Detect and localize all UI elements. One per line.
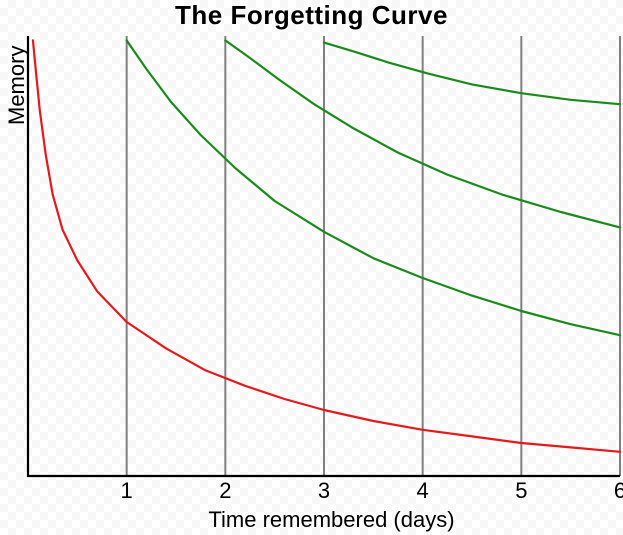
curve-review-1 <box>127 40 620 335</box>
x-tick-label: 5 <box>515 478 527 504</box>
curve-initial-forgetting <box>33 40 620 451</box>
curve-review-3 <box>324 43 620 105</box>
forgetting-curve-plot <box>0 0 623 535</box>
x-tick-label: 1 <box>121 478 133 504</box>
x-tick-label: 2 <box>219 478 231 504</box>
x-tick-label: 6 <box>614 478 623 504</box>
x-tick-label: 3 <box>318 478 330 504</box>
x-tick-label: 4 <box>417 478 429 504</box>
chart-stage: The Forgetting Curve Memory Time remembe… <box>0 0 623 535</box>
